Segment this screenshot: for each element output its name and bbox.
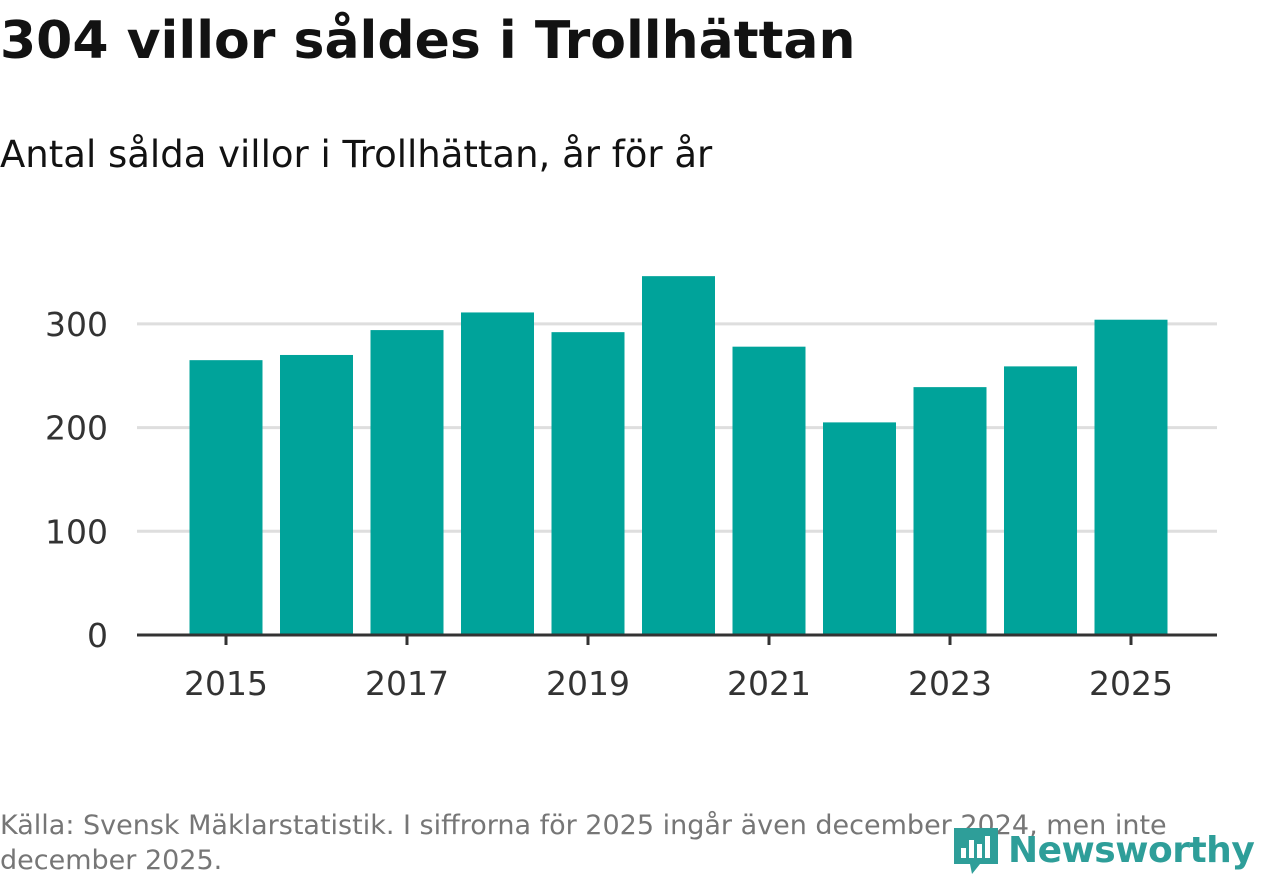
bar-2018 (461, 312, 534, 635)
bar-2022 (823, 422, 896, 635)
y-tick-label-200: 200 (45, 409, 108, 448)
y-axis-ticks: 0 100 200 300 (45, 305, 108, 655)
bar-chart: 0 100 200 300 2015 2017 2019 2021 2023 2025 (45, 276, 1217, 703)
logo-text: Newsworthy (1008, 829, 1255, 871)
x-tick-label-2023: 2023 (908, 664, 992, 703)
bar-2017 (370, 330, 444, 635)
bar-2015 (189, 360, 263, 635)
x-tick-label-2015: 2015 (184, 664, 268, 703)
newsworthy-logo[interactable]: Newsworthy (950, 822, 1255, 878)
bar-2020 (642, 276, 715, 635)
bar-2021 (732, 346, 806, 635)
bars (189, 276, 1168, 635)
x-tick-label-2019: 2019 (546, 664, 630, 703)
bar-2023 (913, 387, 987, 635)
bar-2016 (280, 354, 353, 635)
chart-subtitle: Antal sålda villor i Trollhättan, år för… (0, 133, 713, 176)
y-tick-label-100: 100 (45, 512, 108, 551)
x-tick-label-2025: 2025 (1089, 664, 1173, 703)
bar-2024 (1004, 366, 1077, 635)
bar-2025 (1094, 319, 1168, 635)
x-axis-ticks: 2015 2017 2019 2021 2023 2025 (184, 635, 1173, 703)
bar-2019 (551, 332, 625, 635)
chart-title: 304 villor såldes i Trollhättan (0, 11, 856, 71)
x-tick-label-2017: 2017 (365, 664, 449, 703)
newsworthy-logo-icon (954, 828, 998, 874)
y-tick-label-300: 300 (45, 305, 108, 344)
x-tick-label-2021: 2021 (727, 664, 811, 703)
y-tick-label-0: 0 (87, 616, 108, 655)
